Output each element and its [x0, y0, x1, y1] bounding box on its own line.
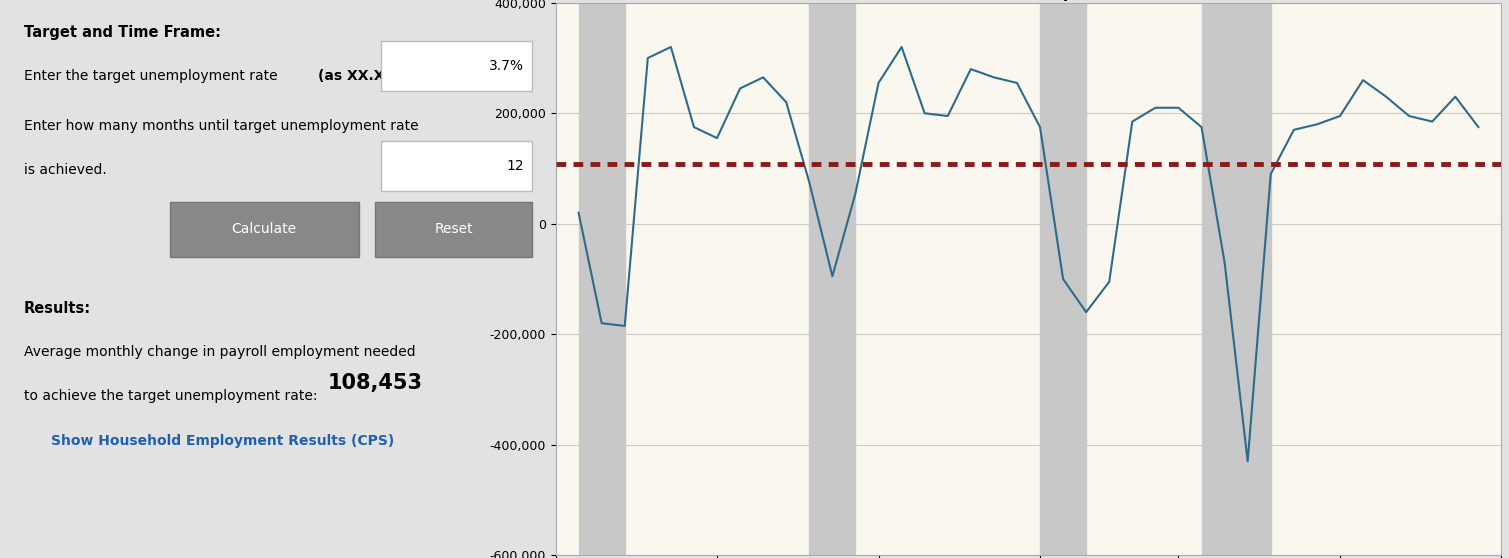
Text: Enter how many months until target unemployment rate: Enter how many months until target unemp…	[24, 119, 418, 133]
Text: Enter the target unemployment rate: Enter the target unemployment rate	[24, 69, 282, 83]
Text: Calculate: Calculate	[232, 222, 297, 236]
Bar	[1040, 3, 1086, 555]
Text: Target and Time Frame:: Target and Time Frame:	[24, 25, 220, 40]
Bar	[578, 3, 625, 555]
FancyBboxPatch shape	[380, 141, 531, 191]
Text: is achieved.: is achieved.	[24, 163, 107, 177]
Text: (as XX.X%): (as XX.X%)	[318, 69, 406, 83]
Text: Show Household Employment Results (CPS): Show Household Employment Results (CPS)	[51, 434, 394, 448]
Bar	[809, 3, 856, 555]
Text: Reset: Reset	[435, 222, 472, 236]
FancyBboxPatch shape	[376, 201, 531, 257]
Text: 3.7%: 3.7%	[489, 59, 524, 73]
Text: .: .	[397, 69, 401, 83]
FancyBboxPatch shape	[169, 201, 359, 257]
Text: Average monthly change in payroll employment needed: Average monthly change in payroll employ…	[24, 345, 415, 359]
Text: to achieve the target unemployment rate:: to achieve the target unemployment rate:	[24, 389, 317, 403]
Text: 12: 12	[506, 159, 524, 173]
FancyBboxPatch shape	[380, 41, 531, 91]
Text: Results:: Results:	[24, 301, 91, 316]
Title: Historical Perspective: Historical Perspective	[925, 0, 1132, 1]
Bar	[1201, 3, 1271, 555]
Text: 108,453: 108,453	[327, 373, 423, 393]
